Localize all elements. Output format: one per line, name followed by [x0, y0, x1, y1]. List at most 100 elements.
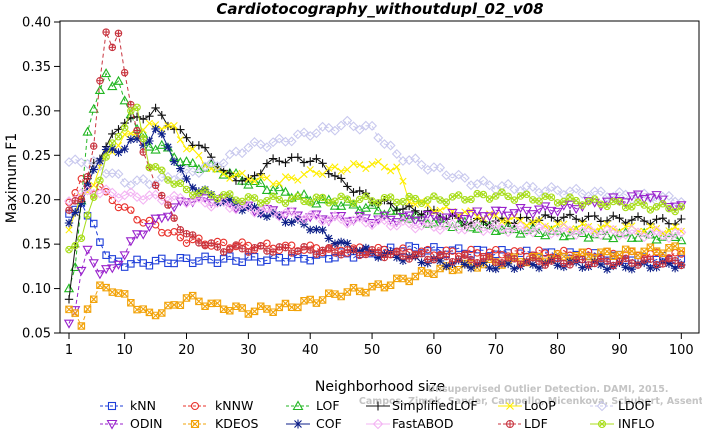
data-point — [541, 261, 549, 269]
data-point — [435, 256, 445, 266]
data-point — [281, 257, 290, 266]
data-point — [640, 216, 649, 226]
data-point — [262, 159, 272, 168]
data-point — [434, 216, 446, 226]
data-point — [311, 210, 322, 221]
data-point — [194, 187, 204, 196]
data-point — [348, 199, 359, 209]
data-point — [535, 197, 543, 205]
data-point — [195, 239, 203, 247]
data-point — [249, 137, 260, 148]
data-point — [71, 309, 79, 317]
data-point — [547, 257, 556, 265]
data-point — [164, 176, 172, 184]
data-point — [676, 235, 687, 245]
data-point — [601, 197, 613, 207]
data-point — [626, 224, 637, 235]
x-tick-label: 40 — [302, 343, 319, 358]
data-point — [405, 277, 413, 286]
legend-label: SimplifiedLOF — [392, 398, 478, 413]
data-point — [374, 158, 382, 166]
data-point — [622, 223, 630, 231]
data-point — [151, 124, 160, 134]
x-tick-label: 80 — [549, 343, 566, 358]
data-point — [515, 220, 526, 231]
data-point — [348, 121, 359, 132]
data-point — [65, 206, 73, 214]
legend-label: FastABOD — [392, 416, 454, 431]
data-point — [133, 103, 141, 112]
data-point — [337, 292, 345, 301]
data-point — [312, 169, 320, 178]
data-point — [169, 203, 180, 213]
legend-label: INFLO — [618, 416, 655, 431]
data-point — [269, 180, 277, 188]
data-point — [120, 290, 129, 298]
legend-label: LDOF — [618, 398, 652, 413]
data-point — [201, 186, 209, 194]
data-point — [509, 209, 520, 219]
data-point — [280, 186, 291, 196]
data-point — [182, 254, 191, 263]
data-point — [590, 259, 599, 268]
data-point — [374, 253, 383, 262]
data-point — [405, 192, 413, 201]
data-point — [82, 126, 93, 136]
data-point — [226, 245, 234, 254]
data-point — [330, 239, 340, 248]
data-point — [492, 258, 500, 266]
data-point — [504, 254, 512, 262]
data-point — [257, 173, 265, 181]
data-point — [498, 259, 506, 267]
data-point — [150, 214, 161, 224]
data-point — [306, 225, 315, 235]
data-point — [107, 168, 118, 179]
data-point — [113, 75, 124, 85]
data-point — [472, 220, 483, 231]
data-point — [330, 171, 340, 181]
data-point — [299, 214, 310, 225]
data-point — [461, 196, 469, 204]
data-point — [255, 177, 266, 187]
data-point — [114, 141, 123, 150]
data-point — [219, 238, 228, 247]
data-point — [96, 77, 104, 85]
data-point — [108, 139, 117, 147]
data-point — [325, 244, 333, 252]
data-point — [614, 187, 625, 198]
data-point — [298, 216, 310, 226]
data-point — [416, 159, 427, 170]
data-point — [597, 200, 605, 208]
plot-frame — [59, 20, 700, 334]
data-point — [65, 245, 73, 254]
data-point — [669, 202, 681, 212]
data-point — [218, 158, 229, 169]
data-point — [664, 259, 674, 268]
data-point — [200, 197, 211, 208]
data-point — [399, 177, 407, 185]
y-tick-label: 0.35 — [22, 60, 51, 75]
data-point — [479, 254, 488, 262]
data-point — [516, 192, 525, 200]
data-point — [472, 179, 483, 189]
data-point — [422, 217, 433, 228]
data-point — [510, 264, 519, 273]
data-point — [546, 181, 557, 192]
data-point — [219, 191, 228, 199]
data-point — [652, 224, 661, 232]
y-tick-label: 0.15 — [22, 238, 51, 253]
data-point — [182, 145, 191, 153]
data-point — [490, 219, 501, 230]
data-point — [368, 282, 376, 291]
data-point — [677, 247, 686, 255]
data-point — [523, 221, 531, 230]
legend-label: LOF — [316, 398, 340, 413]
data-point — [540, 202, 551, 212]
data-point — [677, 261, 686, 270]
data-point — [584, 222, 593, 231]
data-point — [405, 198, 413, 206]
data-point — [473, 249, 481, 257]
data-point — [565, 225, 575, 236]
data-point — [119, 95, 130, 105]
data-point — [423, 196, 432, 204]
